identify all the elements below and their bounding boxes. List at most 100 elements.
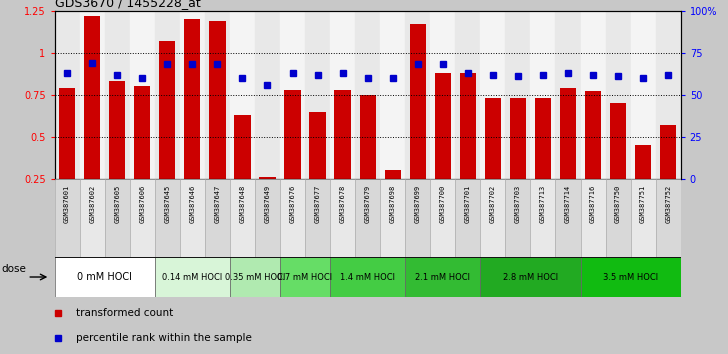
Text: dose: dose	[1, 264, 26, 274]
Text: 0.35 mM HOCl: 0.35 mM HOCl	[225, 273, 285, 281]
Bar	[234, 115, 250, 221]
Text: GSM387698: GSM387698	[389, 185, 396, 223]
Bar	[309, 112, 325, 221]
Bar	[355, 179, 380, 257]
Bar	[430, 11, 455, 179]
Bar	[330, 179, 355, 257]
Bar	[55, 179, 79, 257]
Bar	[555, 179, 580, 257]
Text: GSM387679: GSM387679	[365, 185, 371, 223]
Bar	[180, 179, 205, 257]
Text: GSM387700: GSM387700	[440, 185, 446, 223]
Text: GSM387677: GSM387677	[314, 185, 320, 223]
Text: 0 mM HOCl: 0 mM HOCl	[77, 272, 132, 282]
Bar	[105, 179, 130, 257]
Bar	[560, 88, 576, 221]
Text: GSM387716: GSM387716	[590, 185, 596, 223]
Bar	[531, 179, 555, 257]
Text: 1.4 mM HOCl: 1.4 mM HOCl	[340, 273, 395, 281]
Bar	[660, 125, 676, 221]
Text: GSM387703: GSM387703	[515, 185, 521, 223]
Bar	[230, 179, 255, 257]
Bar	[305, 179, 330, 257]
Bar	[84, 16, 100, 221]
Bar	[330, 257, 405, 297]
Text: transformed count: transformed count	[76, 308, 174, 318]
Bar	[480, 257, 580, 297]
Text: GSM387752: GSM387752	[665, 185, 671, 223]
Text: GSM387701: GSM387701	[464, 185, 471, 223]
Text: GSM387649: GSM387649	[264, 185, 271, 223]
Bar	[79, 11, 105, 179]
Bar	[510, 98, 526, 221]
Bar	[531, 11, 555, 179]
Bar	[59, 88, 75, 221]
Bar	[535, 98, 551, 221]
Text: GSM387647: GSM387647	[214, 185, 221, 223]
Text: GSM387714: GSM387714	[565, 185, 571, 223]
Bar	[79, 179, 105, 257]
Text: 3.5 mM HOCl: 3.5 mM HOCl	[603, 273, 658, 281]
Text: 0.14 mM HOCl: 0.14 mM HOCl	[162, 273, 223, 281]
Bar	[405, 179, 430, 257]
Bar	[280, 11, 305, 179]
Bar	[334, 90, 351, 221]
Bar	[109, 81, 125, 221]
Bar	[455, 11, 480, 179]
Bar	[330, 11, 355, 179]
Bar	[155, 11, 180, 179]
Bar	[480, 179, 505, 257]
Text: percentile rank within the sample: percentile rank within the sample	[76, 333, 253, 343]
Bar	[405, 11, 430, 179]
Bar	[230, 11, 255, 179]
Text: GSM387713: GSM387713	[540, 185, 546, 223]
Bar	[630, 179, 656, 257]
Text: GSM387678: GSM387678	[339, 185, 346, 223]
Text: GSM387606: GSM387606	[139, 185, 146, 223]
Text: 2.1 mM HOCl: 2.1 mM HOCl	[415, 273, 470, 281]
Bar	[410, 24, 426, 221]
Bar	[656, 11, 681, 179]
Bar	[505, 11, 531, 179]
Bar	[355, 11, 380, 179]
Bar	[606, 179, 630, 257]
Bar	[280, 257, 330, 297]
Bar	[430, 179, 455, 257]
Bar	[580, 257, 681, 297]
Text: GSM387605: GSM387605	[114, 185, 120, 223]
Bar	[285, 90, 301, 221]
Bar	[480, 11, 505, 179]
Bar	[305, 11, 330, 179]
Bar	[155, 179, 180, 257]
Bar	[505, 179, 531, 257]
Bar	[134, 86, 151, 221]
Bar	[606, 11, 630, 179]
Bar	[580, 11, 606, 179]
Bar	[130, 179, 155, 257]
Bar	[384, 170, 401, 221]
Text: GSM387646: GSM387646	[189, 185, 195, 223]
Bar	[255, 179, 280, 257]
Bar	[205, 179, 230, 257]
Bar	[630, 11, 656, 179]
Bar	[55, 257, 155, 297]
Text: GSM387699: GSM387699	[415, 185, 421, 223]
Text: GSM387702: GSM387702	[490, 185, 496, 223]
Bar	[380, 179, 405, 257]
Bar	[459, 73, 476, 221]
Bar	[255, 11, 280, 179]
Text: GSM387601: GSM387601	[64, 185, 70, 223]
Bar	[130, 11, 155, 179]
Text: 0.7 mM HOCl: 0.7 mM HOCl	[277, 273, 333, 281]
Bar	[585, 91, 601, 221]
Text: GSM387602: GSM387602	[89, 185, 95, 223]
Text: GSM387750: GSM387750	[615, 185, 621, 223]
Bar	[159, 41, 175, 221]
Text: GSM387648: GSM387648	[240, 185, 245, 223]
Bar	[485, 98, 501, 221]
Bar	[635, 145, 652, 221]
Bar	[155, 257, 230, 297]
Bar	[184, 19, 200, 221]
Text: GDS3670 / 1455228_at: GDS3670 / 1455228_at	[55, 0, 200, 10]
Bar	[360, 95, 376, 221]
